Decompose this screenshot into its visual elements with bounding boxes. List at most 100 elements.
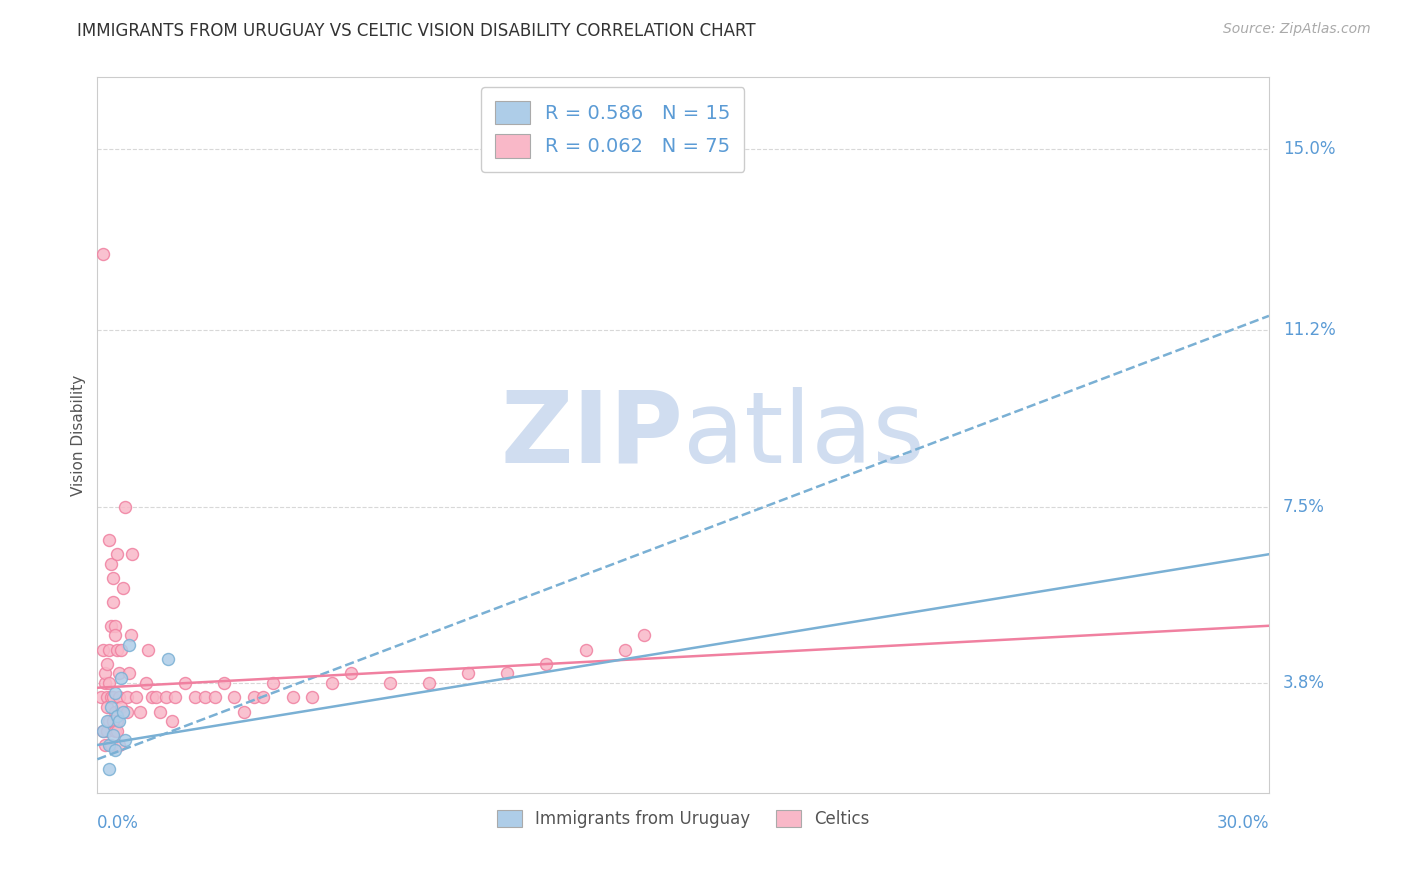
Text: 11.2%: 11.2% (1284, 321, 1336, 339)
Point (90, 690, 112, 705)
Text: Source: ZipAtlas.com: Source: ZipAtlas.com (1223, 22, 1371, 37)
Text: atlas: atlas (683, 386, 925, 483)
Point (96, 723, 118, 738)
Point (98, 676, 121, 690)
Point (91, 723, 114, 738)
Point (111, 581, 134, 595)
Point (98, 642, 121, 657)
Point (108, 690, 131, 705)
Point (91, 642, 114, 657)
Point (114, 733, 136, 747)
Point (101, 728, 124, 742)
Point (281, 690, 304, 705)
Point (104, 723, 127, 738)
Point (114, 500, 136, 514)
Text: 7.5%: 7.5% (1284, 498, 1324, 516)
Point (184, 690, 207, 705)
Point (141, 690, 163, 705)
Point (101, 595, 124, 609)
Point (101, 571, 124, 585)
Point (104, 685, 127, 699)
Point (96, 690, 118, 705)
Point (105, 709, 128, 723)
Point (115, 690, 138, 705)
Point (100, 557, 122, 571)
Point (110, 671, 132, 685)
Point (136, 642, 159, 657)
Point (252, 690, 274, 705)
Point (96, 714, 118, 728)
Point (165, 690, 187, 705)
Point (125, 690, 148, 705)
Point (98, 533, 121, 547)
Point (232, 705, 254, 719)
Point (418, 676, 440, 690)
Point (340, 666, 363, 681)
Legend: Immigrants from Uruguay, Celtics: Immigrants from Uruguay, Celtics (491, 803, 876, 834)
Point (145, 690, 167, 705)
Point (105, 714, 128, 728)
Point (174, 676, 197, 690)
Point (94, 738, 117, 752)
Point (574, 642, 596, 657)
Point (194, 690, 217, 705)
Text: 15.0%: 15.0% (1284, 140, 1336, 158)
Point (94, 676, 117, 690)
Point (214, 676, 236, 690)
Point (98, 714, 121, 728)
Point (105, 642, 128, 657)
Point (321, 676, 343, 690)
Point (380, 676, 402, 690)
Point (135, 676, 157, 690)
Text: 3.8%: 3.8% (1284, 674, 1324, 692)
Text: 0.0%: 0.0% (97, 814, 139, 832)
Text: ZIP: ZIP (501, 386, 683, 483)
Point (536, 657, 558, 671)
Point (100, 738, 122, 752)
Point (160, 714, 183, 728)
Point (613, 642, 636, 657)
Text: 30.0%: 30.0% (1216, 814, 1270, 832)
Point (110, 699, 132, 714)
Point (96, 657, 118, 671)
Point (100, 690, 122, 705)
Point (94, 666, 117, 681)
Point (98, 762, 121, 776)
Point (105, 547, 128, 561)
Point (104, 628, 127, 642)
Point (120, 628, 142, 642)
Point (91, 247, 114, 261)
Point (104, 619, 127, 633)
Point (222, 690, 245, 705)
Point (91, 723, 114, 738)
Point (105, 723, 128, 738)
Point (108, 714, 131, 728)
Point (496, 666, 519, 681)
Point (108, 738, 131, 752)
Point (108, 666, 131, 681)
Point (111, 705, 134, 719)
Point (104, 743, 127, 757)
Point (149, 705, 172, 719)
Point (101, 714, 124, 728)
Point (633, 628, 655, 642)
Point (129, 705, 152, 719)
Point (100, 619, 122, 633)
Point (301, 690, 323, 705)
Text: IMMIGRANTS FROM URUGUAY VS CELTIC VISION DISABILITY CORRELATION CHART: IMMIGRANTS FROM URUGUAY VS CELTIC VISION… (77, 22, 756, 40)
Point (98, 738, 121, 752)
Point (242, 690, 264, 705)
Point (96, 699, 118, 714)
Point (100, 699, 122, 714)
Point (110, 642, 132, 657)
Point (101, 690, 124, 705)
Point (204, 690, 226, 705)
Point (156, 652, 179, 666)
Point (104, 705, 127, 719)
Point (155, 690, 177, 705)
Point (115, 705, 138, 719)
Point (262, 676, 284, 690)
Y-axis label: Vision Disability: Vision Disability (72, 375, 86, 496)
Point (117, 638, 139, 652)
Point (121, 547, 143, 561)
